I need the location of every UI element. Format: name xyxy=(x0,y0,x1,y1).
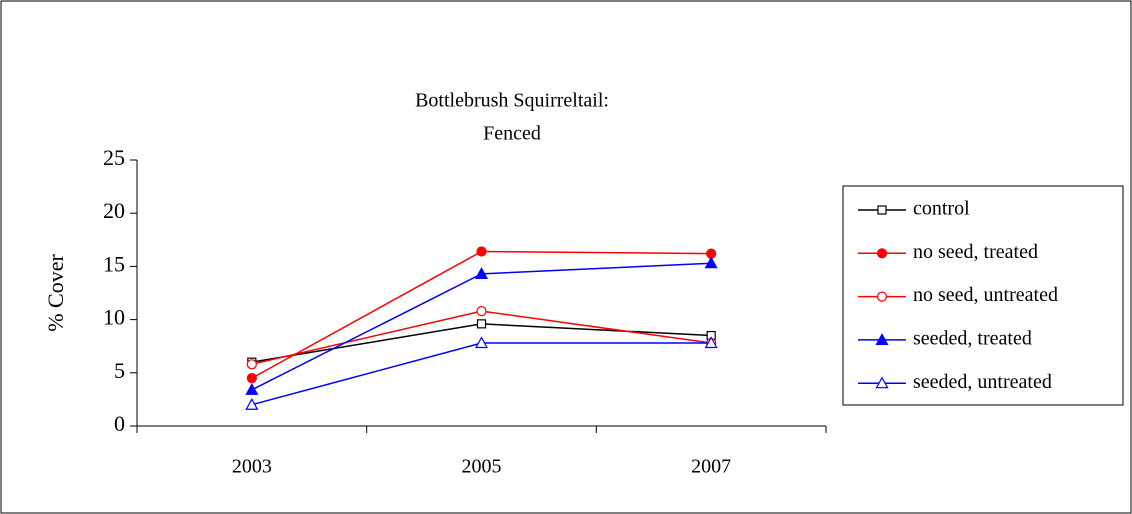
legend-marker xyxy=(877,205,887,215)
y-tick-label: 5 xyxy=(114,358,125,383)
y-axis-label: % Cover xyxy=(43,254,68,332)
y-tick-label: 20 xyxy=(103,198,125,223)
legend-marker xyxy=(875,376,889,389)
data-point xyxy=(245,383,259,395)
legend-marker xyxy=(875,333,889,345)
data-point xyxy=(474,267,489,279)
legend-label: no seed, untreated xyxy=(913,284,1058,306)
legend-marker xyxy=(876,248,888,259)
y-tick-label: 0 xyxy=(114,411,125,436)
data-point xyxy=(704,256,718,269)
x-tick-label: 2005 xyxy=(462,456,502,478)
chart-title: Fenced xyxy=(483,123,541,145)
x-tick-label: 2003 xyxy=(232,456,272,478)
legend-label: control xyxy=(913,198,970,220)
legend-marker xyxy=(876,291,888,302)
data-point xyxy=(246,359,257,370)
legend xyxy=(842,185,1124,406)
y-tick-label: 15 xyxy=(103,251,125,276)
chart-title: Bottlebrush Squirreltail: xyxy=(415,90,609,112)
data-point xyxy=(474,336,489,349)
data-point xyxy=(476,305,487,317)
y-tick-label: 25 xyxy=(103,145,125,170)
data-point xyxy=(476,319,487,329)
x-tick-label: 2007 xyxy=(691,456,731,478)
legend-label: seeded, treated xyxy=(913,327,1032,349)
y-tick-label: 10 xyxy=(103,305,125,330)
legend-label: no seed, treated xyxy=(913,241,1038,263)
data-point xyxy=(476,246,487,257)
data-point xyxy=(245,397,259,410)
data-point xyxy=(704,336,718,349)
data-point xyxy=(246,373,257,384)
legend-label: seeded, untreated xyxy=(913,371,1052,393)
